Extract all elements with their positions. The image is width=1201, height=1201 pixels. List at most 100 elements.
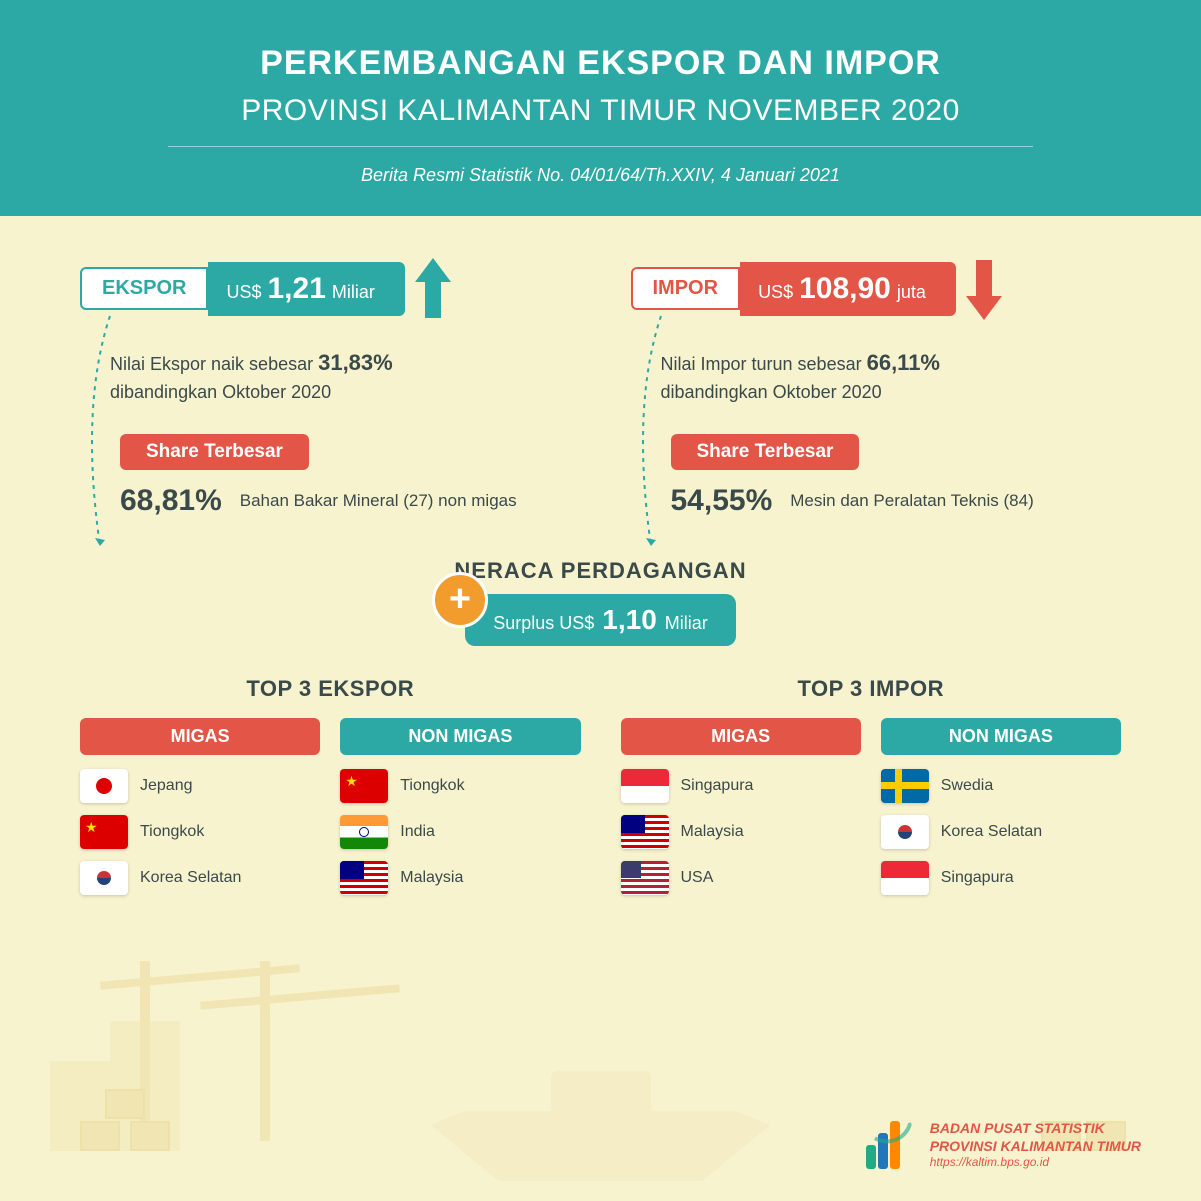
footer: BADAN PUSAT STATISTIK PROVINSI KALIMANTA… xyxy=(866,1119,1141,1171)
title-line1: PERKEMBANGAN EKSPOR DAN IMPOR xyxy=(60,40,1141,88)
ekspor-label: EKSPOR xyxy=(80,267,208,310)
dashed-connector-icon xyxy=(621,306,681,566)
plus-badge-icon: + xyxy=(432,572,488,628)
cn-flag-icon xyxy=(80,815,128,849)
country-name: Jepang xyxy=(140,777,193,795)
arrow-up-icon xyxy=(411,256,455,322)
footer-text: BADAN PUSAT STATISTIK PROVINSI KALIMANTA… xyxy=(930,1119,1141,1171)
ekspor-unit: Miliar xyxy=(332,282,375,303)
impor-value-box: IMPOR US$ 108,90 juta xyxy=(631,256,1122,322)
country-row: Tiongkok xyxy=(80,815,320,849)
tops-section: TOP 3 EKSPOR MIGAS Jepang Tiongkok Korea S… xyxy=(80,676,1121,907)
impor-currency: US$ xyxy=(758,282,793,303)
footer-org1: BADAN PUSAT STATISTIK xyxy=(930,1119,1141,1137)
impor-non-col: NON MIGAS Swedia Korea Selatan Singapura xyxy=(881,718,1121,907)
neraca-pill: Surplus US$ 1,10 Miliar xyxy=(465,594,736,646)
ekspor-non-col: NON MIGAS Tiongkok India Malaysia xyxy=(340,718,580,907)
jp-flag-icon xyxy=(80,769,128,803)
ekspor-column: EKSPOR US$ 1,21 Miliar Nilai Ekspor naik… xyxy=(80,256,571,518)
top-impor: TOP 3 IMPOR MIGAS Singapura Malaysia USA N… xyxy=(621,676,1122,907)
top-impor-title: TOP 3 IMPOR xyxy=(621,676,1122,702)
country-name: Korea Selatan xyxy=(941,823,1042,841)
migas-header: MIGAS xyxy=(621,718,861,755)
ekspor-share-desc: Bahan Bakar Mineral (27) non migas xyxy=(240,490,517,512)
country-row: Malaysia xyxy=(340,861,580,895)
impor-share-row: 54,55% Mesin dan Peralatan Teknis (84) xyxy=(671,484,1122,518)
country-row: Korea Selatan xyxy=(881,815,1121,849)
se-flag-icon xyxy=(881,769,929,803)
migas-header: MIGAS xyxy=(80,718,320,755)
my-flag-icon xyxy=(621,815,669,849)
impor-label: IMPOR xyxy=(631,267,741,310)
country-name: India xyxy=(400,823,435,841)
country-row: Swedia xyxy=(881,769,1121,803)
impor-migas-col: MIGAS Singapura Malaysia USA xyxy=(621,718,861,907)
divider xyxy=(168,146,1033,147)
impor-unit: juta xyxy=(897,282,926,303)
country-list: Singapura Malaysia USA xyxy=(621,769,861,895)
country-list: Swedia Korea Selatan Singapura xyxy=(881,769,1121,895)
ekspor-description: Nilai Ekspor naik sebesar 31,83% dibandi… xyxy=(110,346,571,406)
bps-logo-icon xyxy=(866,1121,914,1169)
neraca-value: 1,10 xyxy=(602,604,657,636)
non-migas-header: NON MIGAS xyxy=(881,718,1121,755)
country-name: Singapura xyxy=(941,869,1014,887)
neraca-title: NERACA PERDAGANGAN xyxy=(80,558,1121,584)
impor-value: 108,90 xyxy=(799,272,891,306)
neraca-section: + NERACA PERDAGANGAN Surplus US$ 1,10 Mi… xyxy=(80,558,1121,646)
country-row: Korea Selatan xyxy=(80,861,320,895)
us-flag-icon xyxy=(621,861,669,895)
impor-share-desc: Mesin dan Peralatan Teknis (84) xyxy=(790,490,1034,512)
title-line2: PROVINSI KALIMANTAN TIMUR NOVEMBER 2020 xyxy=(60,94,1141,128)
cn-flag-icon xyxy=(340,769,388,803)
ekspor-share-pct: 68,81% xyxy=(120,484,222,518)
country-name: Tiongkok xyxy=(400,777,464,795)
sg-flag-icon xyxy=(881,861,929,895)
impor-share-pct: 54,55% xyxy=(671,484,773,518)
impor-description: Nilai Impor turun sebesar 66,11% dibandi… xyxy=(661,346,1122,406)
country-list: Jepang Tiongkok Korea Selatan xyxy=(80,769,320,895)
country-row: Singapura xyxy=(621,769,861,803)
neraca-unit: Miliar xyxy=(665,613,708,634)
in-flag-icon xyxy=(340,815,388,849)
dashed-connector-icon xyxy=(70,306,130,566)
subtitle: Berita Resmi Statistik No. 04/01/64/Th.X… xyxy=(60,165,1141,186)
country-name: Singapura xyxy=(681,777,754,795)
neraca-prefix: Surplus US$ xyxy=(493,613,594,634)
ekspor-value-box: EKSPOR US$ 1,21 Miliar xyxy=(80,256,571,322)
impor-column: IMPOR US$ 108,90 juta Nilai Impor turun … xyxy=(631,256,1122,518)
country-row: USA xyxy=(621,861,861,895)
country-row: Tiongkok xyxy=(340,769,580,803)
ekspor-share-badge: Share Terbesar xyxy=(120,434,309,470)
country-name: Malaysia xyxy=(400,869,463,887)
impor-share-badge: Share Terbesar xyxy=(671,434,860,470)
country-row: India xyxy=(340,815,580,849)
impor-amount: US$ 108,90 juta xyxy=(740,262,956,316)
ekspor-migas-col: MIGAS Jepang Tiongkok Korea Selatan xyxy=(80,718,320,907)
my-flag-icon xyxy=(340,861,388,895)
country-row: Singapura xyxy=(881,861,1121,895)
header: PERKEMBANGAN EKSPOR DAN IMPOR PROVINSI K… xyxy=(0,0,1201,216)
ekspor-amount: US$ 1,21 Miliar xyxy=(208,262,404,316)
kr-flag-icon xyxy=(80,861,128,895)
ekspor-currency: US$ xyxy=(226,282,261,303)
country-row: Malaysia xyxy=(621,815,861,849)
country-list: Tiongkok India Malaysia xyxy=(340,769,580,895)
ekspor-share-row: 68,81% Bahan Bakar Mineral (27) non miga… xyxy=(120,484,571,518)
country-name: Malaysia xyxy=(681,823,744,841)
non-migas-header: NON MIGAS xyxy=(340,718,580,755)
footer-url: https://kaltim.bps.go.id xyxy=(930,1155,1141,1171)
sg-flag-icon xyxy=(621,769,669,803)
country-name: Korea Selatan xyxy=(140,869,241,887)
country-row: Jepang xyxy=(80,769,320,803)
top-ekspor-title: TOP 3 EKSPOR xyxy=(80,676,581,702)
top-ekspor: TOP 3 EKSPOR MIGAS Jepang Tiongkok Korea S… xyxy=(80,676,581,907)
arrow-down-icon xyxy=(962,256,1006,322)
ekspor-value: 1,21 xyxy=(267,272,325,306)
country-name: Swedia xyxy=(941,777,993,795)
impor-pct: 66,11% xyxy=(867,350,940,375)
main-content: EKSPOR US$ 1,21 Miliar Nilai Ekspor naik… xyxy=(0,216,1201,907)
footer-org2: PROVINSI KALIMANTAN TIMUR xyxy=(930,1137,1141,1155)
country-name: USA xyxy=(681,869,714,887)
ekspor-pct: 31,83% xyxy=(318,350,393,375)
